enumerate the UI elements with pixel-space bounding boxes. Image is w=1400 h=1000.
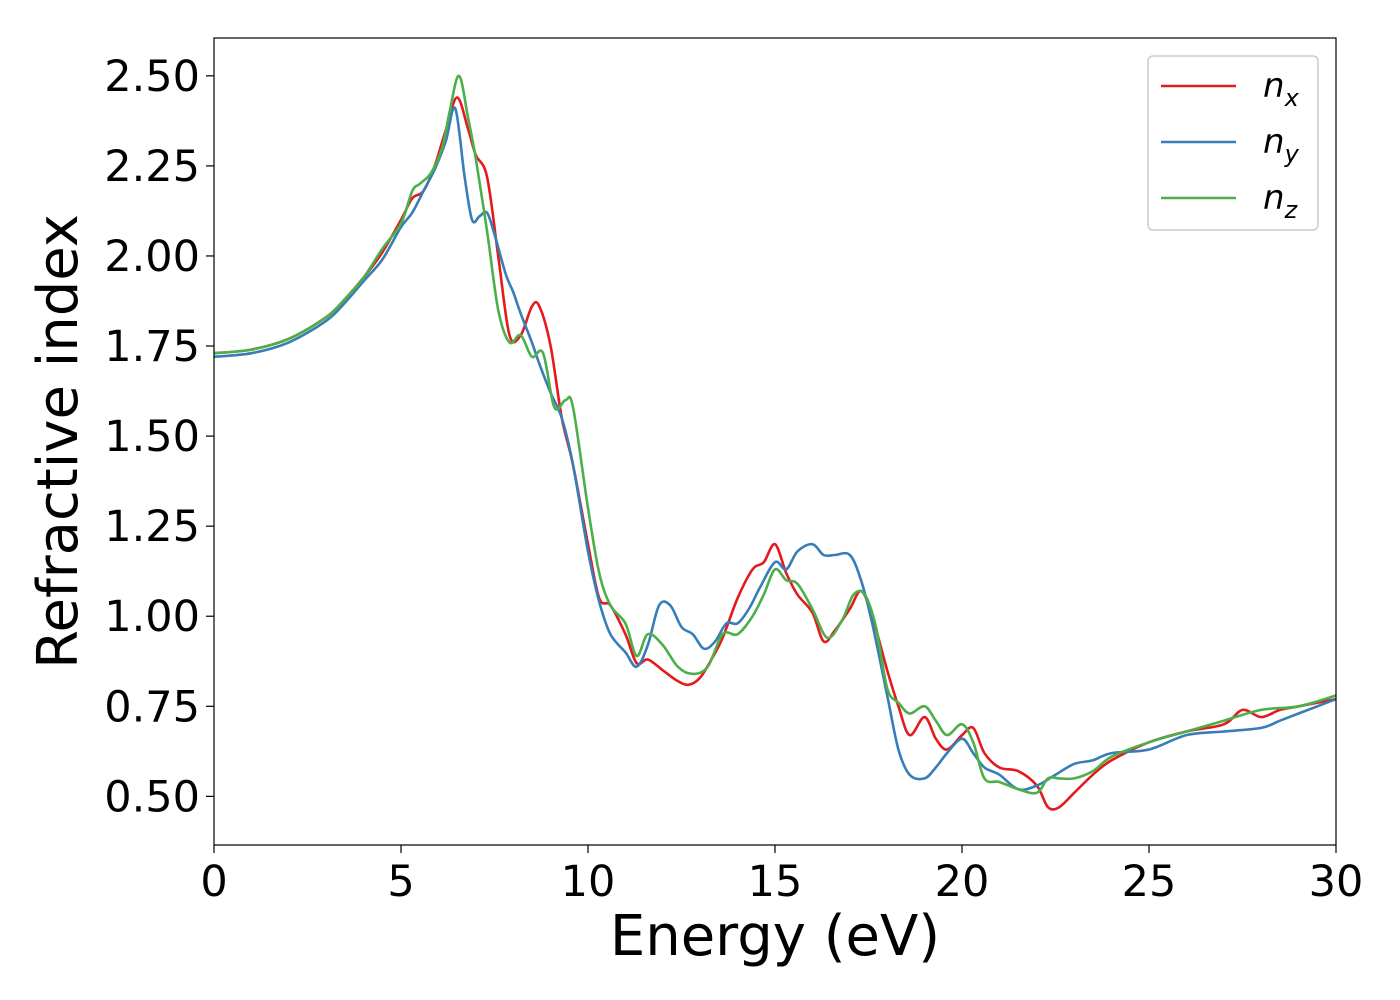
legend-label-z: nz [1263,178,1299,224]
y-tick-label: 0.75 [104,682,200,732]
x-axis-title: Energy (eV) [610,904,940,969]
x-tick-label: 15 [748,857,803,907]
y-tick-label: 2.25 [104,142,200,192]
x-tick-label: 10 [561,857,616,907]
series-line-z [214,74,1336,795]
series-line-x [214,96,1336,811]
y-tick-label: 2.00 [104,232,200,282]
x-tick-label: 5 [387,857,414,907]
y-tick-label: 1.50 [104,412,200,462]
x-tick-label: 30 [1309,857,1364,907]
plot-lines [214,74,1336,811]
x-tick-label: 20 [935,857,990,907]
x-tick-label: 25 [1122,857,1177,907]
x-tick-label: 0 [200,857,227,907]
x-axis-ticks: 0 5 10 15 20 25 30 [200,845,1363,907]
y-tick-label: 1.75 [104,322,200,372]
plot-frame [213,37,1337,846]
y-axis-ticks: 0.50 0.75 1.00 1.25 1.50 1.75 2.00 2.25 2.50 [104,52,214,822]
legend-label-y: ny [1263,122,1300,168]
y-tick-label: 1.00 [104,592,200,642]
legend: nx ny nz [1147,55,1319,231]
y-tick-label: 1.25 [104,502,200,552]
legend-label-x: nx [1263,66,1300,112]
y-tick-label: 0.50 [104,772,200,822]
y-tick-label: 2.50 [104,52,200,102]
y-axis-title: Refractive index [26,214,91,669]
